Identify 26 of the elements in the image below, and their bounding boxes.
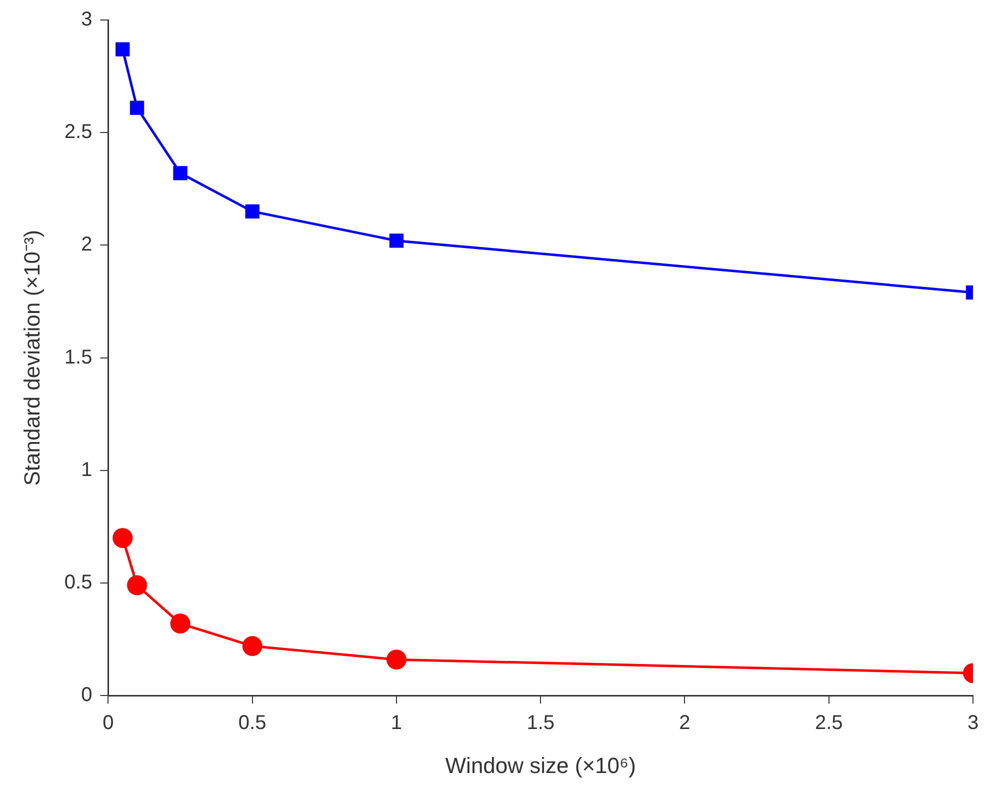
point — [242, 636, 262, 656]
y-tick-label: 2 — [81, 234, 92, 256]
y-axis-title: Standard deviation (×10⁻³) — [19, 230, 44, 486]
point — [245, 204, 260, 218]
y-tick-label: 1 — [81, 458, 92, 481]
point — [389, 234, 404, 248]
point — [173, 166, 188, 180]
x-tick-label: 3 — [967, 712, 979, 734]
x-tick-label: 1 — [390, 712, 402, 734]
x-tick-label: 0.5 — [238, 712, 266, 734]
x-tick-label: 1.5 — [526, 712, 555, 734]
point — [130, 100, 144, 115]
y-tick-label: 2.5 — [64, 121, 92, 144]
x-axis-title: Window size (×10⁶) — [445, 752, 636, 778]
point — [386, 650, 406, 670]
point — [170, 614, 190, 634]
point — [112, 528, 133, 548]
point — [127, 575, 148, 596]
x-tick-label: 2 — [679, 712, 690, 734]
y-tick-label: 0.5 — [64, 572, 92, 594]
y-tick-label: 0 — [81, 684, 92, 706]
y-tick-label: 1.5 — [64, 346, 92, 368]
point — [116, 42, 130, 56]
y-tick-label: 3 — [81, 8, 92, 31]
x-tick-label: 2.5 — [814, 712, 843, 734]
x-tick-label: 0 — [102, 712, 114, 734]
